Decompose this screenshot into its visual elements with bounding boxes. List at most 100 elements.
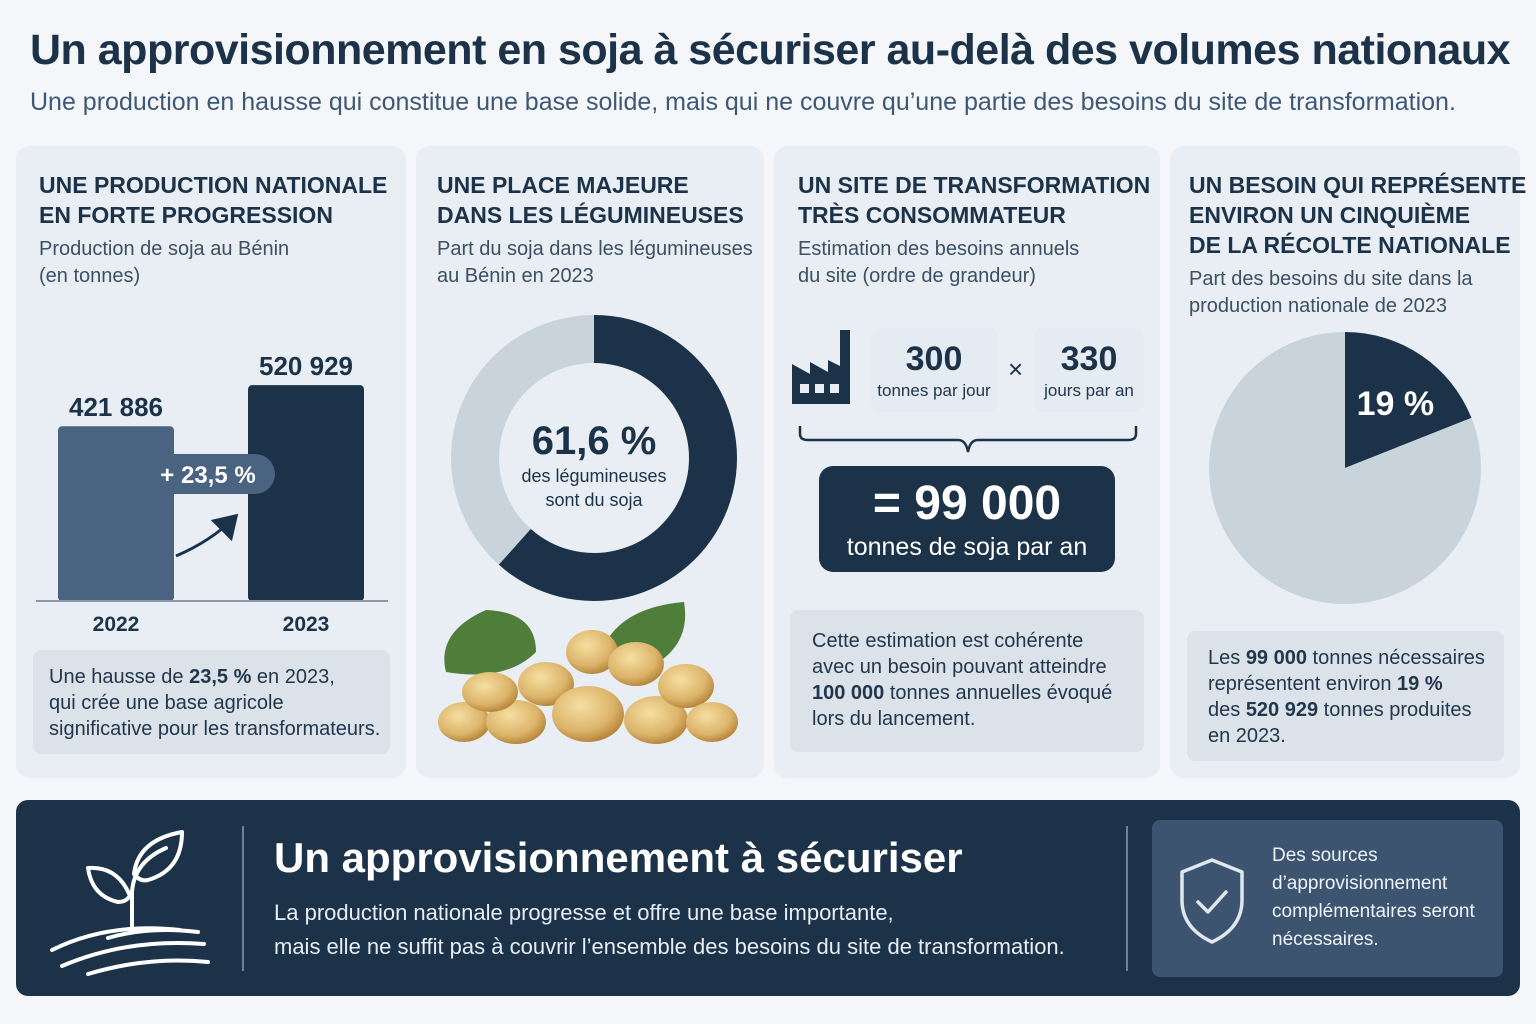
note-box: Une hausse de 23,5 % en 2023, qui crée u… (33, 650, 390, 754)
note-text: tonnes nécessaires (1306, 647, 1485, 669)
banner-text: La production nationale progresse et off… (274, 896, 1065, 964)
banner-side-line: d’approvisionnement (1272, 873, 1448, 894)
banner-divider (1126, 826, 1128, 971)
bar-category-label: 2022 (93, 613, 140, 636)
bar-value-label: 520 929 (259, 351, 353, 381)
soybean (486, 700, 546, 744)
panel-title-line: UNE PLACE MAJEURE (437, 172, 689, 198)
banner-title: Un approvisionnement à sécuriser (274, 834, 963, 881)
panel-title-line: EN FORTE PROGRESSION (39, 202, 333, 228)
conclusion-banner: Un approvisionnement à sécuriser La prod… (16, 800, 1520, 996)
banner-side-text: Des sources d’approvisionnement compléme… (1272, 842, 1475, 954)
note-highlight: 99 000 (1245, 647, 1307, 669)
banner-side-line: Des sources (1272, 845, 1378, 866)
banner-side-line: complémentaires seront (1272, 901, 1475, 922)
bar-value-label: 421 886 (69, 392, 163, 422)
note-text: des (1208, 699, 1246, 721)
panel-legumineuses: UNE PLACE MAJEURE DANS LES LÉGUMINEUSES … (416, 146, 764, 778)
soybean (608, 642, 664, 686)
panel-title: UNE PLACE MAJEURE DANS LES LÉGUMINEUSES (437, 170, 744, 230)
panel-site-transformation: UN SITE DE TRANSFORMATION TRÈS CONSOMMAT… (774, 146, 1160, 778)
donut-center-value: 61,6 % (532, 419, 657, 463)
panel-title-line: DE LA RÉCOLTE NATIONALE (1189, 232, 1511, 258)
donut-center-label: sont du soja (545, 490, 643, 510)
page-title: Un approvisionnement en soja à sécuriser… (30, 26, 1511, 74)
note-text: en 2023. (1208, 725, 1286, 747)
note-text: en 2023, (251, 666, 335, 688)
bar-category-label: 2023 (283, 613, 330, 636)
growth-badge-bg (142, 454, 275, 494)
factor-value: 330 (1060, 340, 1118, 378)
panel-title: UNE PRODUCTION NATIONALE EN FORTE PROGRE… (39, 170, 387, 230)
note-text: lors du lancement. (812, 708, 976, 730)
pie-slice-label: 19 % (1357, 385, 1435, 423)
panel-besoin-part: UN BESOIN QUI REPRÉSENTE ENVIRON UN CINQ… (1170, 146, 1526, 778)
soybeans-illustration (438, 602, 738, 744)
note-text: Cette estimation est cohérente (812, 630, 1084, 652)
multiply-sign: × (1008, 354, 1024, 384)
note-text: représentent environ (1208, 673, 1398, 695)
panel-description-line: du site (ordre de grandeur) (798, 265, 1036, 287)
note-highlight: 520 929 (1245, 699, 1319, 721)
soybean (462, 672, 518, 712)
result-value: = 99 000 (872, 477, 1062, 530)
bar (248, 385, 364, 601)
soybean (624, 696, 688, 744)
page-subtitle: Une production en hausse qui constitue u… (30, 88, 1456, 116)
panel-title: UN SITE DE TRANSFORMATION TRÈS CONSOMMAT… (798, 170, 1150, 230)
factor-unit: tonnes par jour (877, 381, 991, 400)
panel-title-line: UN SITE DE TRANSFORMATION (798, 172, 1151, 198)
pie-slice (1209, 332, 1481, 604)
soybean (438, 702, 490, 742)
panel-title-line: UN BESOIN QUI REPRÉSENTE (1189, 172, 1527, 198)
note-text: Les (1208, 647, 1246, 669)
factor-chip-per-year: 330 jours par an (1034, 328, 1144, 412)
banner-side-box: Des sources d’approvisionnement compléme… (1152, 820, 1503, 977)
factor-chip-per-day: 300 tonnes par jour (870, 328, 998, 412)
sprout-icon (50, 830, 210, 976)
growth-arrow (175, 513, 239, 558)
panel-description: Part des besoins du site dans la product… (1189, 266, 1473, 320)
panel-description-line: Part du soja dans les légumineuses (437, 238, 753, 260)
soybean (552, 686, 624, 742)
soybean (686, 702, 738, 742)
note-highlight: 23,5 % (189, 666, 252, 688)
note-highlight: 100 000 (812, 682, 885, 704)
note-text: qui crée une base agricole (49, 692, 284, 714)
soybean (658, 664, 714, 708)
soybean (566, 630, 618, 674)
panel-description-line: Production de soja au Bénin (39, 238, 290, 260)
panel-description: Production de soja au Bénin (en tonnes) (39, 236, 289, 290)
banner-text-line: La production nationale progresse et off… (274, 900, 894, 925)
note-text: Une hausse de (49, 666, 190, 688)
banner-divider (242, 826, 244, 971)
panel-title: UN BESOIN QUI REPRÉSENTE ENVIRON UN CINQ… (1189, 170, 1526, 260)
factory-icon (792, 330, 850, 404)
panel-description-line: Estimation des besoins annuels (798, 238, 1080, 260)
donut-chart: 61,6 % des légumineuses sont du soja (451, 315, 737, 601)
panel-title-line: UNE PRODUCTION NATIONALE (39, 172, 388, 198)
note-highlight: 19 % (1397, 673, 1443, 695)
donut-center-label: des légumineuses (521, 466, 666, 486)
donut-slice (498, 315, 737, 601)
result-unit: tonnes de soja par an (846, 533, 1088, 561)
note-text: avec un besoin pouvant atteindre (812, 656, 1107, 678)
brace-connector (798, 426, 1138, 453)
growth-badge: + 23,5 % (160, 462, 255, 489)
note-box: Les 99 000 tonnes nécessaires représente… (1187, 631, 1504, 761)
note-text: tonnes produites (1318, 699, 1472, 721)
panel-title-line: DANS LES LÉGUMINEUSES (437, 202, 744, 228)
bar-chart: 421 886 2022 520 929 2023 + 23,5 % (36, 351, 388, 636)
banner-text-line: mais elle ne suffit pas à couvrir l’ense… (274, 934, 1065, 959)
soybean (518, 662, 574, 706)
donut-slice (451, 315, 594, 565)
factor-unit: jours par an (1044, 381, 1134, 400)
shield-check-icon (1180, 858, 1244, 944)
panel-description: Part du soja dans les légumineuses au Bé… (437, 236, 753, 290)
pie-slice (1345, 332, 1472, 468)
panel-description-line: (en tonnes) (39, 265, 141, 287)
panel-production: UNE PRODUCTION NATIONALE EN FORTE PROGRE… (16, 146, 406, 778)
bar (58, 426, 174, 601)
panel-description-line: production nationale de 2023 (1189, 295, 1447, 317)
panel-title-line: TRÈS CONSOMMATEUR (798, 202, 1066, 228)
